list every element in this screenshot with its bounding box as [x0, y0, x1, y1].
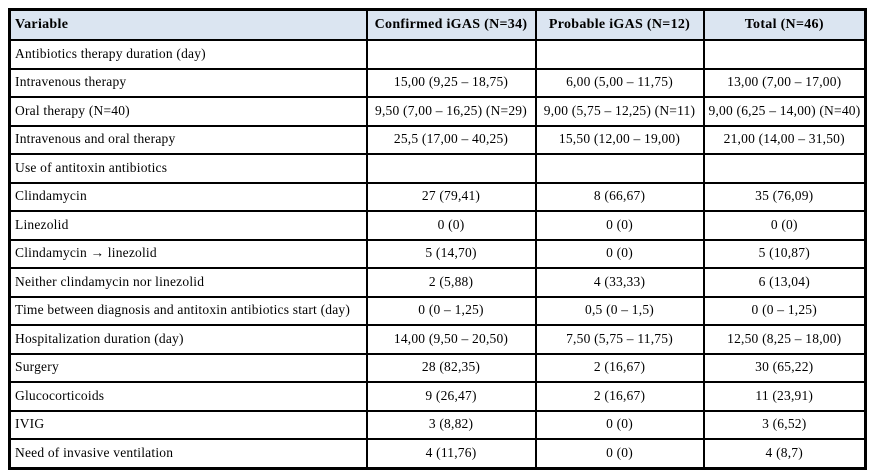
value-cell: 9 (26,47): [365, 381, 537, 412]
value-cell: 25,5 (17,00 – 40,25): [365, 124, 537, 155]
value-cell: 2 (16,67): [534, 381, 705, 412]
column-header-confirmed-igas: Confirmed iGAS (N=34): [365, 8, 537, 41]
row-label: Hospitalization duration (day): [8, 324, 368, 355]
row-label: Linezolid: [8, 210, 368, 241]
table-row: IVIG 3 (8,82) 0 (0) 3 (6,52): [8, 409, 867, 440]
row-label: Time between diagnosis and antitoxin ant…: [8, 295, 368, 326]
value-cell: 6 (13,04): [702, 267, 867, 298]
table-row: Surgery 28 (82,35) 2 (16,67) 30 (65,22): [8, 352, 867, 383]
value-cell: 13,00 (7,00 – 17,00): [702, 67, 867, 98]
igas-outcomes-table: Variable Confirmed iGAS (N=34) Probable …: [8, 8, 867, 470]
row-label: Use of antitoxin antibiotics: [8, 153, 368, 184]
value-cell: [702, 39, 867, 70]
value-cell: [534, 153, 705, 184]
row-label: Intravenous and oral therapy: [8, 124, 368, 155]
table-row: Neither clindamycin nor linezolid 2 (5,88…: [8, 267, 867, 298]
value-cell: 15,00 (9,25 – 18,75): [365, 67, 537, 98]
table-body: Antibiotics therapy duration (day) Intrav…: [8, 39, 867, 469]
value-cell: [702, 153, 867, 184]
row-label: Surgery: [8, 352, 368, 383]
value-cell: 9,00 (6,25 – 14,00) (N=40): [702, 96, 867, 127]
value-cell: 5 (10,87): [702, 238, 867, 269]
row-label: Need of invasive ventilation: [8, 438, 368, 469]
value-cell: 28 (82,35): [365, 352, 537, 383]
value-cell: 0 (0): [365, 210, 537, 241]
value-cell: 5 (14,70): [365, 238, 537, 269]
column-header-variable: Variable: [8, 8, 368, 41]
table-row: Hospitalization duration (day) 14,00 (9,5…: [8, 324, 867, 355]
value-cell: 4 (11,76): [365, 438, 537, 469]
value-cell: 11 (23,91): [702, 381, 867, 412]
value-cell: 0 (0): [702, 210, 867, 241]
table-row: Linezolid 0 (0) 0 (0) 0 (0): [8, 210, 867, 241]
value-cell: 21,00 (14,00 – 31,50): [702, 124, 867, 155]
row-label: Antibiotics therapy duration (day): [8, 39, 368, 70]
value-cell: [534, 39, 705, 70]
value-cell: 0 (0 – 1,25): [365, 295, 537, 326]
value-cell: 15,50 (12,00 – 19,00): [534, 124, 705, 155]
value-cell: 7,50 (5,75 – 11,75): [534, 324, 705, 355]
value-cell: 27 (79,41): [365, 181, 537, 212]
value-cell: 14,00 (9,50 – 20,50): [365, 324, 537, 355]
column-header-probable-igas: Probable iGAS (N=12): [534, 8, 705, 41]
value-cell: 0 (0): [534, 210, 705, 241]
row-label: Glucocorticoids: [8, 381, 368, 412]
value-cell: 0 (0): [534, 409, 705, 440]
value-cell: 9,50 (7,00 – 16,25) (N=29): [365, 96, 537, 127]
row-label: Clindamycin: [8, 181, 368, 212]
table-row: Use of antitoxin antibiotics: [8, 153, 867, 184]
igas-outcomes-table-container: Variable Confirmed iGAS (N=34) Probable …: [8, 8, 867, 470]
value-cell: 9,00 (5,75 – 12,25) (N=11): [534, 96, 705, 127]
table-row: Glucocorticoids 9 (26,47) 2 (16,67) 11 (23,…: [8, 381, 867, 412]
value-cell: 3 (6,52): [702, 409, 867, 440]
value-cell: [365, 153, 537, 184]
value-cell: 4 (8,7): [702, 438, 867, 469]
value-cell: 3 (8,82): [365, 409, 537, 440]
table-row: Oral therapy (N=40) 9,50 (7,00 – 16,25) (…: [8, 96, 867, 127]
column-header-total: Total (N=46): [702, 8, 867, 41]
value-cell: 0 (0 – 1,25): [702, 295, 867, 326]
row-label: Intravenous therapy: [8, 67, 368, 98]
row-label: Oral therapy (N=40): [8, 96, 368, 127]
value-cell: 2 (5,88): [365, 267, 537, 298]
value-cell: 0,5 (0 – 1,5): [534, 295, 705, 326]
value-cell: 0 (0): [534, 438, 705, 469]
table-header: Variable Confirmed iGAS (N=34) Probable …: [8, 8, 867, 41]
table-row: Intravenous therapy 15,00 (9,25 – 18,75) 6…: [8, 67, 867, 98]
value-cell: 30 (65,22): [702, 352, 867, 383]
row-label: Clindamycin → linezolid: [8, 238, 368, 269]
table-row: Clindamycin → linezolid 5 (14,70) 0 (0) 5 (…: [8, 238, 867, 269]
value-cell: 6,00 (5,00 – 11,75): [534, 67, 705, 98]
value-cell: 35 (76,09): [702, 181, 867, 212]
value-cell: 0 (0): [534, 238, 705, 269]
value-cell: [365, 39, 537, 70]
value-cell: 4 (33,33): [534, 267, 705, 298]
table-row: Need of invasive ventilation 4 (11,76) 0 (…: [8, 438, 867, 469]
value-cell: 8 (66,67): [534, 181, 705, 212]
row-label: IVIG: [8, 409, 368, 440]
header-row: Variable Confirmed iGAS (N=34) Probable …: [8, 8, 867, 41]
row-label: Neither clindamycin nor linezolid: [8, 267, 368, 298]
value-cell: 12,50 (8,25 – 18,00): [702, 324, 867, 355]
table-row: Clindamycin 27 (79,41) 8 (66,67) 35 (76,09): [8, 181, 867, 212]
table-row: Time between diagnosis and antitoxin ant…: [8, 295, 867, 326]
value-cell: 2 (16,67): [534, 352, 705, 383]
table-row: Antibiotics therapy duration (day): [8, 39, 867, 70]
table-row: Intravenous and oral therapy 25,5 (17,00 …: [8, 124, 867, 155]
